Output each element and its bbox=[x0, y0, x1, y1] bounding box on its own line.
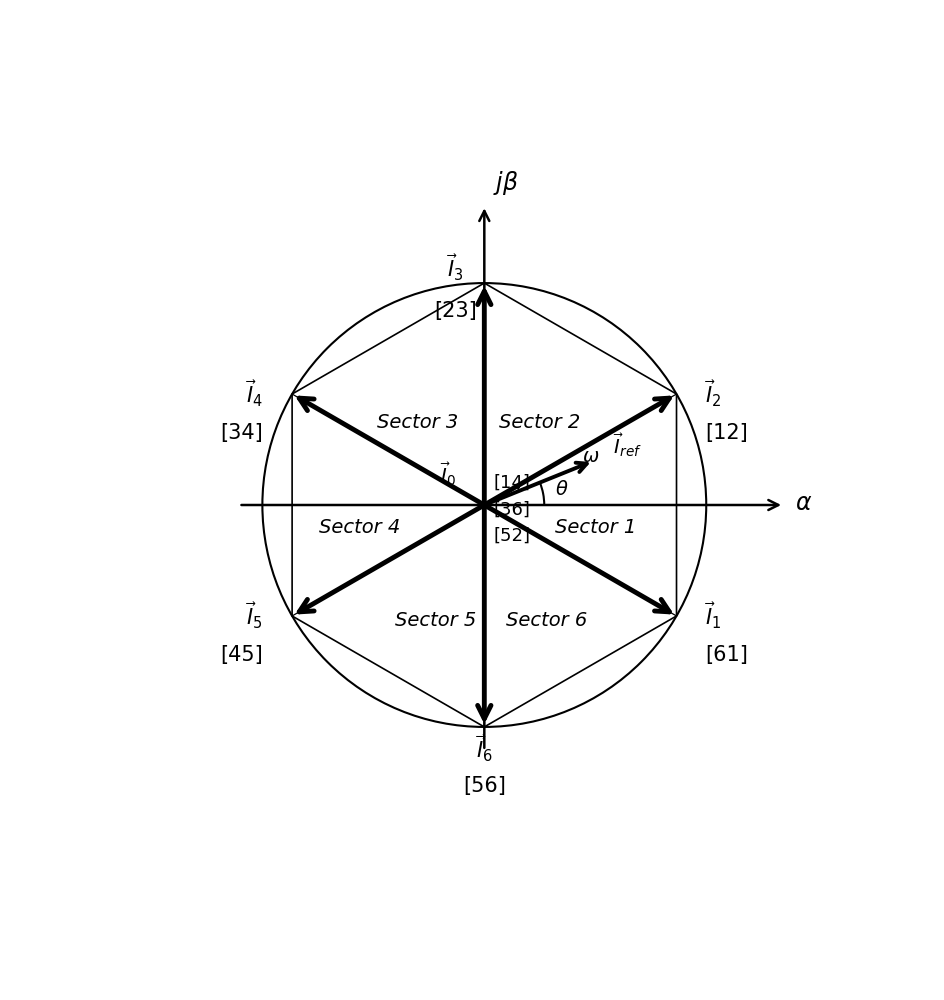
Text: $\vec{I}_5$: $\vec{I}_5$ bbox=[246, 601, 263, 631]
Text: [23]: [23] bbox=[433, 301, 477, 321]
Text: $\vec{I}_2$: $\vec{I}_2$ bbox=[704, 379, 721, 409]
Text: $\vec{I}_1$: $\vec{I}_1$ bbox=[704, 601, 721, 631]
Text: Sector 4: Sector 4 bbox=[319, 518, 400, 537]
Text: Sector 5: Sector 5 bbox=[395, 611, 476, 630]
Text: Sector 2: Sector 2 bbox=[498, 413, 580, 432]
Text: [14]: [14] bbox=[493, 474, 530, 492]
Text: Sector 3: Sector 3 bbox=[377, 413, 458, 432]
Text: $\vec{I}_4$: $\vec{I}_4$ bbox=[245, 379, 263, 409]
Text: [52]: [52] bbox=[493, 527, 530, 545]
Text: [12]: [12] bbox=[704, 423, 748, 443]
Text: $\vec{I}_3$: $\vec{I}_3$ bbox=[447, 252, 464, 283]
Text: [34]: [34] bbox=[220, 423, 263, 443]
Text: $\vec{I}_6$: $\vec{I}_6$ bbox=[475, 734, 493, 764]
Text: Sector 1: Sector 1 bbox=[554, 518, 635, 537]
Text: $\vec{I}_0$: $\vec{I}_0$ bbox=[440, 460, 456, 488]
Text: $\vec{I}_{ref}$: $\vec{I}_{ref}$ bbox=[613, 432, 642, 459]
Text: [36]: [36] bbox=[493, 500, 530, 518]
Text: [56]: [56] bbox=[463, 776, 505, 796]
Text: Sector 6: Sector 6 bbox=[505, 611, 586, 630]
Text: [45]: [45] bbox=[220, 645, 263, 665]
Text: $\theta$: $\theta$ bbox=[555, 480, 568, 499]
Text: $j\beta$: $j\beta$ bbox=[493, 169, 518, 197]
Text: [61]: [61] bbox=[704, 645, 748, 665]
Text: $\alpha$: $\alpha$ bbox=[794, 491, 812, 515]
Text: $\omega$: $\omega$ bbox=[582, 447, 598, 466]
